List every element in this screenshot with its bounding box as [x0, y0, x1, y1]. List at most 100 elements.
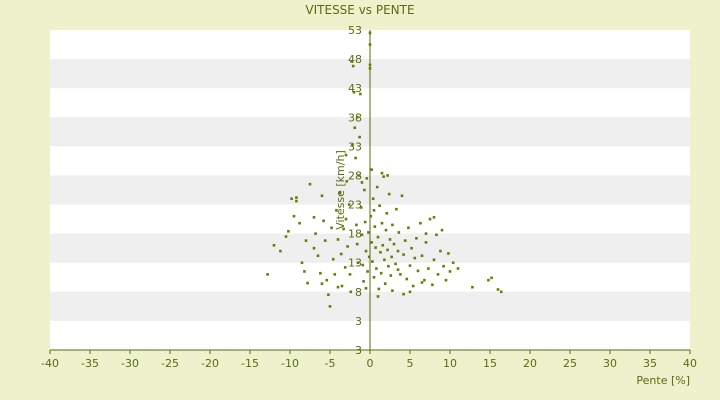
- data-point: [335, 209, 338, 212]
- data-point: [358, 135, 361, 139]
- data-point: [402, 292, 405, 296]
- data-point: [364, 249, 368, 253]
- data-point: [352, 90, 356, 94]
- data-point: [316, 254, 320, 258]
- data-point: [323, 239, 327, 242]
- x-tick-label: -35: [81, 357, 99, 370]
- data-point: [340, 284, 344, 288]
- data-point: [349, 290, 353, 294]
- data-point: [442, 264, 445, 268]
- data-point: [292, 214, 296, 218]
- data-point: [439, 249, 442, 253]
- y-tick-label: 33: [348, 140, 362, 153]
- x-tick-label: -30: [121, 357, 139, 370]
- data-point: [487, 278, 490, 282]
- data-point: [279, 249, 282, 253]
- data-point: [375, 267, 378, 270]
- data-point: [471, 285, 474, 289]
- data-point: [383, 258, 386, 262]
- x-tick-label: 25: [563, 357, 577, 370]
- data-point: [413, 256, 417, 260]
- data-point: [427, 267, 430, 270]
- x-tick-label: 40: [683, 357, 697, 370]
- data-point: [376, 295, 380, 298]
- data-point: [314, 232, 317, 235]
- data-point: [373, 225, 377, 228]
- data-point: [379, 250, 382, 254]
- data-point: [360, 181, 364, 184]
- data-point: [370, 168, 373, 171]
- data-point: [369, 214, 373, 218]
- data-point: [365, 177, 369, 180]
- data-point: [428, 217, 432, 221]
- y-tick-label: 28: [348, 169, 362, 182]
- data-point: [391, 223, 394, 227]
- data-point: [320, 194, 324, 198]
- data-point: [387, 264, 390, 268]
- data-point: [384, 228, 388, 232]
- data-point: [408, 290, 412, 294]
- data-point: [304, 239, 308, 242]
- chart-title: VITESSE vs PENTE: [305, 3, 414, 17]
- data-point: [287, 230, 290, 233]
- data-point: [432, 258, 436, 262]
- data-point: [320, 282, 324, 285]
- data-point: [362, 280, 365, 283]
- data-point: [343, 266, 347, 269]
- data-point: [336, 285, 340, 289]
- data-point: [367, 231, 370, 234]
- data-point: [499, 290, 503, 294]
- data-point: [456, 267, 460, 270]
- data-point: [345, 179, 349, 183]
- data-point: [397, 231, 401, 234]
- data-point: [363, 220, 367, 224]
- data-point: [350, 60, 353, 63]
- x-tick-label: 35: [643, 357, 657, 370]
- data-point: [435, 233, 438, 237]
- x-tick-label: -15: [241, 357, 259, 370]
- data-point: [355, 242, 359, 246]
- x-tick-label: 10: [443, 357, 457, 370]
- y-tick-label: 43: [348, 82, 362, 95]
- data-point: [378, 204, 381, 208]
- data-point: [346, 245, 349, 248]
- x-axis-ticks: -40 -35 -30 -25 -20 -15 -10 -5 0 5 10 15 20 25 30 35 40: [41, 350, 697, 370]
- data-point: [368, 31, 372, 35]
- data-point: [374, 246, 377, 249]
- data-point: [355, 115, 359, 119]
- data-point: [400, 194, 404, 198]
- data-point: [368, 67, 372, 70]
- data-point: [312, 216, 316, 219]
- data-point: [266, 273, 269, 276]
- data-point: [333, 273, 337, 276]
- data-point: [370, 241, 373, 244]
- data-point: [377, 287, 381, 291]
- data-point: [371, 197, 375, 201]
- x-tick-label: 15: [483, 357, 497, 370]
- data-point: [402, 253, 405, 256]
- data-point: [308, 182, 312, 186]
- data-point: [407, 226, 410, 230]
- data-point: [363, 188, 366, 192]
- data-point: [432, 216, 436, 219]
- data-point: [359, 206, 363, 209]
- data-point: [344, 153, 348, 157]
- data-point: [392, 242, 396, 246]
- data-point: [424, 232, 428, 235]
- data-point: [327, 293, 330, 297]
- x-tick-label: -5: [325, 357, 336, 370]
- data-point: [436, 273, 440, 276]
- data-point: [375, 185, 379, 189]
- data-point: [322, 219, 325, 223]
- y-axis-title: Vitesse [km/h]: [334, 150, 347, 230]
- data-point: [419, 221, 422, 225]
- data-point: [405, 277, 409, 281]
- data-point: [328, 305, 332, 308]
- data-point: [300, 261, 304, 265]
- data-point: [360, 233, 364, 237]
- x-tick-label: -25: [161, 357, 179, 370]
- x-tick-label: 0: [367, 357, 374, 370]
